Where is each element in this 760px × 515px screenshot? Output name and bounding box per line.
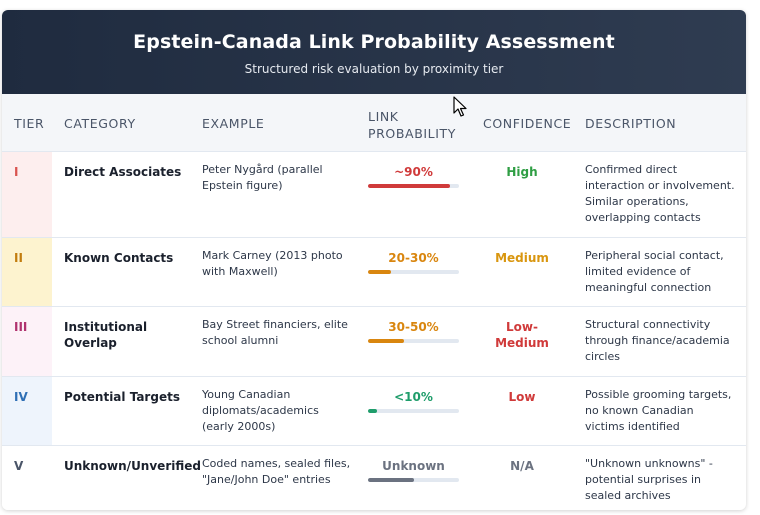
probability-bar-fill	[368, 409, 378, 413]
category-label: Known Contacts	[64, 251, 174, 265]
table-row: V Unknown/Unverified Coded names, sealed f…	[2, 446, 746, 510]
tier-highlight	[2, 152, 52, 237]
example-text: Bay Street financiers, elite school alum…	[202, 318, 348, 347]
example-text: Coded names, sealed files, "Jane/John Do…	[202, 457, 351, 486]
probability-bar	[368, 270, 459, 274]
page-subtitle: Structured risk evaluation by proximity …	[244, 62, 504, 76]
confidence-value: High	[506, 165, 538, 179]
link-probability-value: 30-50%	[388, 320, 439, 334]
category-label: Unknown/Unverified	[64, 459, 201, 473]
table-row: III Institutional Overlap Bay Street finan…	[2, 307, 746, 377]
column-header-link-probability: LINK PROBABILITY	[368, 108, 456, 142]
category-label: Institutional Overlap	[64, 320, 148, 350]
tier-label: II	[14, 251, 23, 265]
confidence-value: N/A	[510, 459, 534, 473]
tier-label: IV	[14, 390, 28, 404]
description-text: Possible grooming targets, no known Cana…	[585, 388, 732, 433]
probability-bar	[368, 409, 459, 413]
probability-bar-fill	[368, 184, 450, 188]
category-label: Potential Targets	[64, 390, 180, 404]
description-text: Peripheral social contact, limited evide…	[585, 249, 724, 294]
description-text: Confirmed direct interaction or involvem…	[585, 163, 735, 224]
probability-bar-fill	[368, 270, 391, 274]
link-probability-value: 20-30%	[388, 251, 439, 265]
column-header-link-probability-line1: LINK	[368, 109, 399, 124]
column-header-tier: TIER	[14, 116, 45, 131]
probability-bar	[368, 184, 459, 188]
table-row: IV Potential Targets Young Canadian diplom…	[2, 377, 746, 446]
link-probability-value: Unknown	[382, 459, 445, 473]
confidence-value: Low-Medium	[495, 320, 549, 350]
table-row: I Direct Associates Peter Nygård (parallel…	[2, 152, 746, 238]
column-header-category: CATEGORY	[64, 116, 136, 131]
probability-bar	[368, 478, 459, 482]
table-header: TIER CATEGORY EXAMPLE LINK PROBABILITY C…	[2, 94, 746, 152]
table-body: I Direct Associates Peter Nygård (parallel…	[2, 152, 746, 510]
example-text: Mark Carney (2013 photo with Maxwell)	[202, 249, 343, 278]
link-probability-value: <10%	[394, 390, 433, 404]
tier-highlight	[2, 307, 52, 376]
tier-label: V	[14, 459, 24, 473]
card-header: Epstein-Canada Link Probability Assessme…	[2, 10, 746, 94]
confidence-value: Medium	[495, 251, 549, 265]
link-probability-value: ~90%	[394, 165, 433, 179]
column-header-confidence: CONFIDENCE	[483, 116, 572, 131]
assessment-card: Epstein-Canada Link Probability Assessme…	[2, 10, 746, 510]
page-title: Epstein-Canada Link Probability Assessme…	[133, 31, 615, 53]
tier-label: III	[14, 320, 28, 334]
column-header-description: DESCRIPTION	[585, 116, 677, 131]
description-text: "Unknown unknowns" - potential surprises…	[585, 457, 713, 502]
category-label: Direct Associates	[64, 165, 182, 179]
probability-bar-fill	[368, 339, 405, 343]
tier-highlight	[2, 446, 52, 510]
column-header-example: EXAMPLE	[202, 116, 265, 131]
table-row: II Known Contacts Mark Carney (2013 photo …	[2, 238, 746, 307]
column-header-link-probability-line2: PROBABILITY	[368, 126, 456, 141]
description-text: Structural connectivity through finance/…	[585, 318, 730, 363]
mouse-cursor-icon	[453, 96, 467, 117]
tier-highlight	[2, 238, 52, 306]
tier-label: I	[14, 165, 19, 179]
tier-highlight	[2, 377, 52, 445]
confidence-value: Low	[508, 390, 536, 404]
example-text: Young Canadian diplomats/academics (earl…	[202, 388, 319, 433]
probability-bar-fill	[368, 478, 414, 482]
probability-bar	[368, 339, 459, 343]
example-text: Peter Nygård (parallel Epstein figure)	[202, 163, 323, 192]
